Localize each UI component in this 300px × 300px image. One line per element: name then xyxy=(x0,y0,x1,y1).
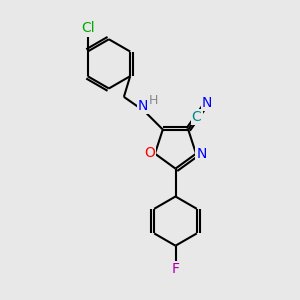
Text: C: C xyxy=(192,110,202,124)
Text: N: N xyxy=(138,99,148,113)
Text: N: N xyxy=(196,147,207,161)
Text: N: N xyxy=(202,96,212,110)
Text: O: O xyxy=(144,146,155,160)
Text: F: F xyxy=(172,262,179,276)
Text: Cl: Cl xyxy=(81,22,94,35)
Text: H: H xyxy=(148,94,158,106)
